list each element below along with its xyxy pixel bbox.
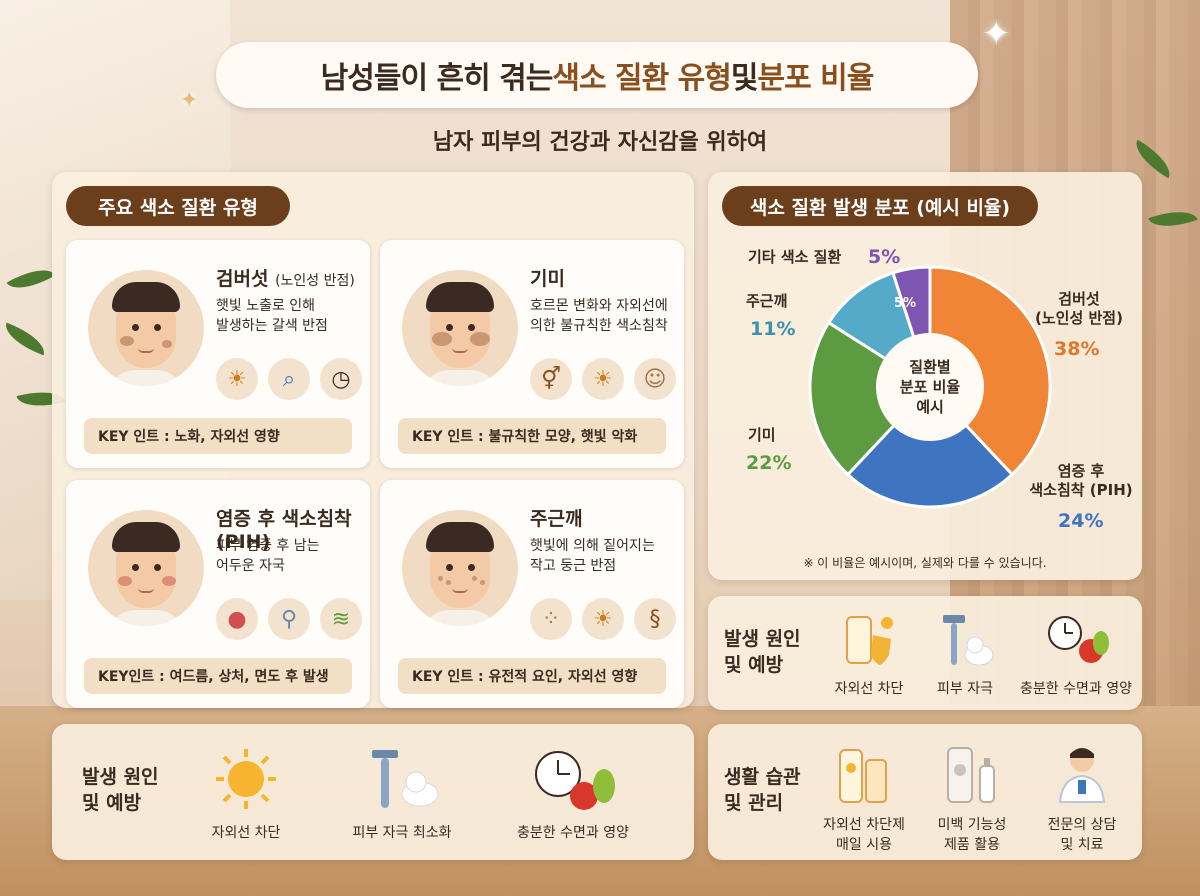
slice-pct-freckles: 11%	[750, 318, 796, 340]
razor-icon: ⚲	[268, 598, 310, 640]
card-title: 기미	[530, 268, 565, 290]
key-point: KEY 인트 : 유전적 요인, 자외선 영향	[398, 658, 666, 694]
card-title: 주근깨	[530, 508, 583, 530]
man-face-illustration	[402, 510, 518, 626]
lifestyle-item-doctor: 전문의 상담 및 치료	[1030, 740, 1134, 854]
slice-pct-pih: 24%	[1058, 510, 1104, 532]
card-description: 햇빛에 의해 짙어지는 작고 둥근 반점	[530, 538, 655, 574]
sun-icon: ☀	[582, 358, 624, 400]
type-card-freckles: 주근깨 햇빛에 의해 짙어지는 작고 둥근 반점 ⁘ ☀ § KEY 인트 : 유…	[380, 480, 684, 708]
slice-inner-label: 5%	[894, 296, 916, 311]
key-point: KEY인트 : 여드름, 상처, 면도 후 발생	[84, 658, 352, 694]
section-heading: 발생 원인 및 예방	[82, 766, 159, 814]
razor-foam-icon	[372, 750, 439, 808]
lifestyle-item-sunscreen: 자외선 차단제 매일 시용	[812, 740, 916, 854]
sparkle-icon: ✦	[982, 14, 1011, 54]
man-face-illustration	[88, 510, 204, 626]
title-highlight: 색소 질환 유형	[552, 61, 731, 96]
slice-label-age-spot: 검버섯 (노인성 반점)	[1035, 290, 1123, 327]
cause-item-sleep-nutrition: 충분한 수면과 영양	[488, 744, 658, 842]
donut-slice-1	[845, 384, 1015, 509]
cause-item-sunblock: 자외선 차단	[824, 610, 914, 698]
clock-fruit-icon	[535, 751, 615, 810]
cause-item-irritation: 피부 자극 최소화	[322, 744, 482, 842]
page-title: 남성들이 흔히 겪는 색소 질환 유형 및 분포 비율	[216, 42, 978, 108]
card-title: 염증 후 색소침착 (PIH)	[216, 508, 352, 553]
donut-hole	[876, 333, 984, 441]
sparkle-icon: ✦	[180, 88, 199, 113]
slice-pct-age-spot: 38%	[1054, 338, 1100, 360]
section-heading: 발생 원인 및 예방	[724, 628, 801, 676]
skin-layer-icon: ≋	[320, 598, 362, 640]
clock-icon: ◷	[320, 358, 362, 400]
sunscreen-tube-icon	[839, 749, 887, 803]
dots-icon: ⁘	[530, 598, 572, 640]
type-card-age-spot: 검버섯 (노인성 반점) 햇빛 노출로 인해 발생하는 갈색 반점 ☀ ⌕ ◷ K…	[66, 240, 370, 468]
lifestyle-panel: 생활 습관 및 관리 자외선 차단제 매일 시용 미백 기능성 제품 활용 전문의 상…	[708, 724, 1142, 860]
right-causes-panel: 발생 원인 및 예방 자외선 차단 피부 자극 충분한 수면과 영양	[708, 596, 1142, 710]
card-description: 햇빛 노출로 인해 발생하는 갈색 반점	[216, 298, 328, 334]
doctor-icon	[1058, 748, 1106, 803]
gender-icon: ⚥	[530, 358, 572, 400]
center-label-line: 분포 비율	[900, 378, 961, 396]
slice-pct-melasma: 22%	[746, 452, 792, 474]
title-part: 남성들이 흔히 겪는	[320, 61, 554, 96]
slice-label-pih: 염증 후 색소침착 (PIH)	[1029, 462, 1133, 499]
pimple-icon: ●	[216, 598, 258, 640]
type-card-melasma: 기미 호르몬 변화와 자외선에 의한 불규칙한 색소침착 ⚥ ☀ ☺ KEY 인트…	[380, 240, 684, 468]
card-title: 검버섯 (노인성 반점)	[216, 268, 355, 290]
cause-item-irritation: 피부 자극	[920, 610, 1010, 698]
sunscreen-shield-icon	[846, 616, 893, 665]
types-section-label: 주요 색소 질환 유형	[66, 186, 290, 226]
card-description: 피부 염증 후 남는 어두운 자국	[216, 538, 320, 574]
page-subtitle: 남자 피부의 건강과 자신감을 위하여	[432, 130, 768, 155]
slice-label-melasma: 기미	[748, 426, 776, 444]
dna-icon: §	[634, 598, 676, 640]
center-label-line: 질환별	[909, 358, 950, 376]
razor-foam-icon	[943, 615, 994, 666]
man-face-illustration	[88, 270, 204, 386]
cause-item-sleep-nutrition: 충분한 수면과 영양	[1014, 610, 1138, 698]
key-point: KEY 인트 : 노화, 자외선 영향	[84, 418, 352, 454]
donut-slice-2	[808, 320, 933, 477]
section-heading: 생활 습관 및 관리	[724, 766, 801, 814]
chart-panel: 색소 질환 발생 분포 (예시 비율) 질환별 분포 비율 예시 5% 검버섯(…	[708, 172, 1142, 580]
cause-item-sunblock: 자외선 차단	[186, 744, 306, 842]
type-card-pih: 염증 후 색소침착 (PIH) 피부 염증 후 남는 어두운 자국 ● ⚲ ≋ K…	[66, 480, 370, 708]
chart-disclaimer: ※ 이 비율은 예시이며, 실제와 다를 수 있습니다.	[803, 556, 1047, 570]
chart-section-label: 색소 질환 발생 분포 (예시 비율)	[722, 186, 1038, 226]
whitening-product-icon	[947, 747, 995, 803]
title-highlight: 분포 비율	[757, 61, 874, 96]
clock-fruit-icon	[1048, 616, 1109, 663]
face-icon: ☺	[634, 358, 676, 400]
sun-icon: ☀	[582, 598, 624, 640]
title-part: 및	[730, 61, 759, 96]
magnifier-icon: ⌕	[268, 358, 310, 400]
key-point: KEY 인트 : 불규칙한 모양, 햇빛 악화	[398, 418, 666, 454]
card-description: 호르몬 변화와 자외선에 의한 불규칙한 색소침착	[530, 298, 668, 334]
donut-chart: 질환별 분포 비율 예시 5%	[808, 265, 1052, 509]
center-label-line: 예시	[916, 398, 944, 416]
donut-slice-0	[928, 265, 1052, 477]
sun-icon	[216, 749, 276, 809]
lifestyle-item-whitening: 미백 기능성 제품 활용	[920, 740, 1024, 854]
types-panel: 주요 색소 질환 유형 검버섯 (노인성 반점) 햇빛 노출로 인해 발생하는 갈…	[52, 172, 694, 708]
slice-label-freckles: 주근깨	[746, 292, 788, 310]
slice-label-other: 기타 색소 질환	[748, 248, 842, 266]
bottom-causes-panel: 발생 원인 및 예방 자외선 차단 피부 자극 최소화 충분한 수면과 영양	[52, 724, 694, 860]
sun-icon: ☀	[216, 358, 258, 400]
slice-pct-other: 5%	[868, 246, 901, 268]
man-face-illustration	[402, 270, 518, 386]
